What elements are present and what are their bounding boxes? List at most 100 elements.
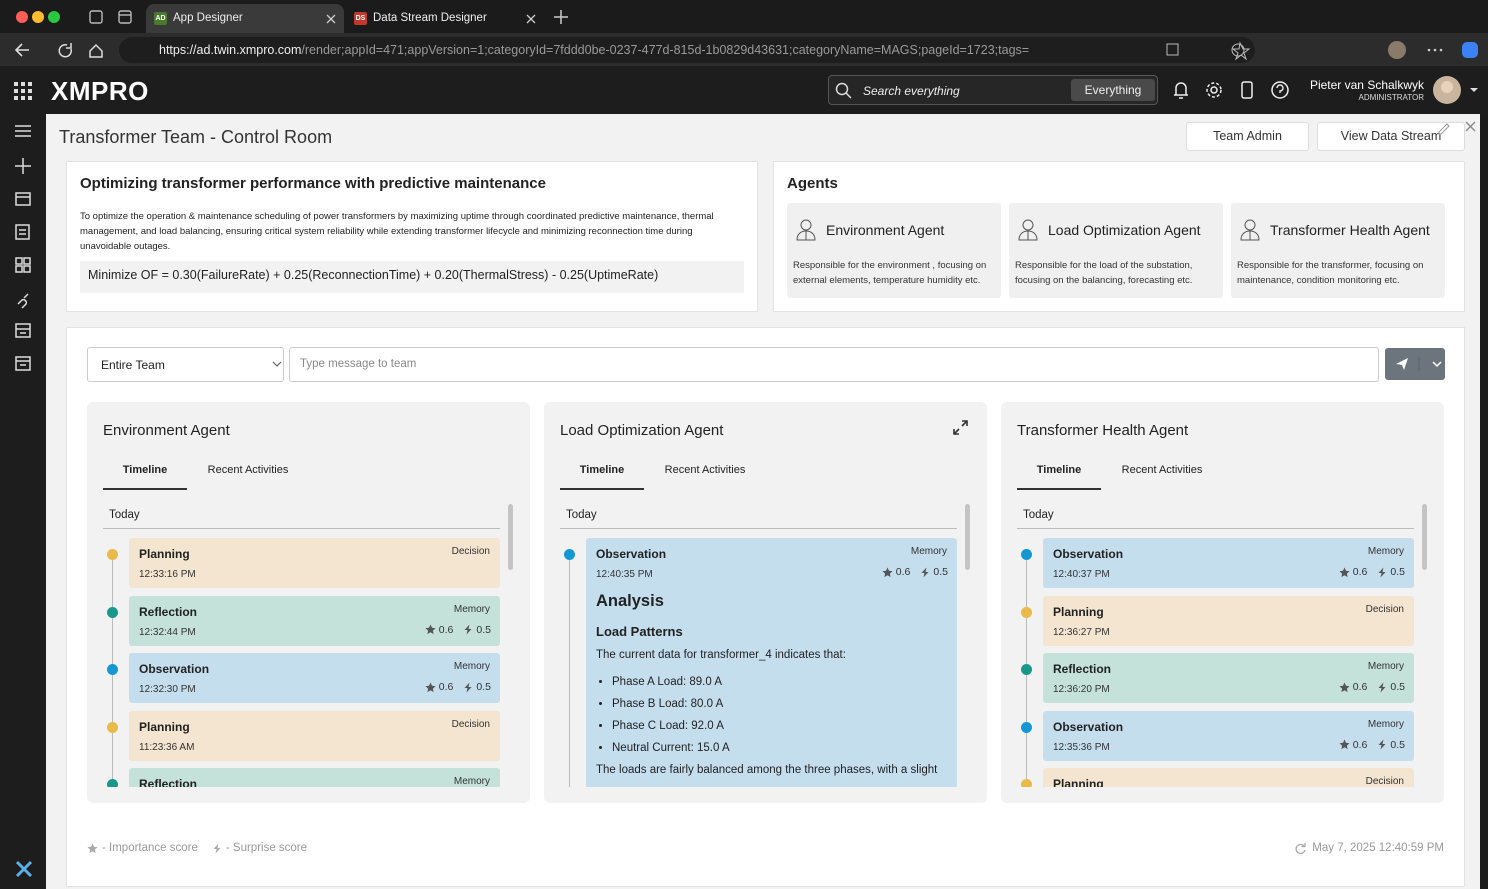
- entry-title: Reflection: [139, 605, 197, 619]
- objective-formula: Minimize OF = 0.30(FailureRate) + 0.25(R…: [80, 261, 744, 293]
- message-input[interactable]: Type message to team: [289, 347, 1379, 382]
- importance-score: 0.6: [439, 624, 454, 636]
- entry-time: 12:32:30 PM: [139, 684, 196, 695]
- timeline-dot: [1021, 779, 1032, 787]
- importance-icon: [1339, 682, 1350, 693]
- browser-tab[interactable]: AD App Designer: [146, 4, 344, 33]
- url: https://ad.twin.xmpro.com/render;appId=4…: [159, 43, 1029, 57]
- entry-time: 11:23:36 AM: [139, 742, 194, 753]
- timeline-entry[interactable]: ObservationMemory12:35:36 PM0.60.5: [1043, 711, 1414, 761]
- surprise-icon: [920, 567, 930, 578]
- surprise-icon: [1377, 682, 1387, 693]
- timeline-dot: [1021, 607, 1032, 618]
- team-card: Entire Team Type message to team Environ…: [66, 327, 1465, 887]
- detail-intro: The current data for transformer_4 indic…: [596, 649, 846, 661]
- day-divider: [103, 528, 500, 529]
- tab-close: [526, 14, 536, 24]
- entry-time: 12:40:37 PM: [1053, 569, 1110, 580]
- panel-tab[interactable]: Timeline: [103, 464, 187, 476]
- surprise-icon: [1377, 567, 1387, 578]
- entry-type: Memory: [454, 776, 490, 787]
- entry-scores: 0.60.5: [882, 566, 948, 578]
- logo[interactable]: XMPRO: [51, 76, 149, 107]
- timeline-entry[interactable]: Planning Decision 11:23:36 AM: [129, 711, 500, 761]
- sidebar-icons[interactable]: [13, 122, 35, 392]
- timeline-entry[interactable]: ReflectionMemory12:32:44 PM0.60.5: [129, 596, 500, 646]
- timeline-dot: [1021, 549, 1032, 560]
- timeline-entry[interactable]: Observation Memory 12:40:37 PM 0.60.5: [1043, 538, 1414, 588]
- app-header: XMPRO Search everything Everything Piete…: [0, 66, 1488, 114]
- detail-heading: Analysis: [596, 592, 664, 611]
- entry-title: Planning: [139, 720, 190, 734]
- timeline-dot: [107, 722, 118, 733]
- tab-title: App Designer: [173, 12, 243, 24]
- timeline-entry[interactable]: PlanningDecision12:36:27 PM: [1043, 596, 1414, 646]
- timeline: ObservationMemory12:40:35 PM0.60.5Analys…: [544, 533, 974, 787]
- panel-tab[interactable]: Recent Activities: [646, 464, 764, 476]
- entry-time: 12:35:36 PM: [1053, 742, 1110, 753]
- header-icons[interactable]: [1170, 78, 1295, 102]
- select-caret: [272, 361, 282, 369]
- surprise-score: 0.5: [1390, 566, 1405, 578]
- timeline-entry[interactable]: Planning Decision: [1043, 768, 1414, 787]
- apps-menu[interactable]: [14, 82, 32, 100]
- entry-type: Decision: [452, 719, 490, 730]
- team-admin-button[interactable]: Team Admin: [1186, 122, 1309, 151]
- footer-legend: - Importance score- Surprise score: [87, 842, 307, 854]
- browser-tools[interactable]: [1160, 39, 1480, 61]
- timeline-entry[interactable]: PlanningDecision12:33:16 PM: [129, 538, 500, 588]
- detail-closing: The loads are fairly balanced among the …: [596, 764, 937, 776]
- tab-icon: DS: [354, 12, 367, 25]
- panel-title: Load Optimization Agent: [560, 422, 723, 439]
- panel-tab[interactable]: Timeline: [1017, 464, 1101, 476]
- browser-tab[interactable]: DSData Stream Designer: [346, 4, 544, 33]
- agents-card: Agents Environment AgentResponsible for …: [773, 161, 1465, 312]
- entry-title: Observation: [1053, 547, 1123, 561]
- importance-legend: - Importance score: [102, 842, 198, 854]
- recipient-value: Entire Team: [101, 358, 165, 372]
- page-title: Transformer Team - Control Room: [59, 127, 332, 148]
- timeline-entry[interactable]: ObservationMemory12:40:35 PM0.60.5Analys…: [586, 538, 957, 787]
- nav-buttons[interactable]: [10, 39, 110, 61]
- timeline-entry[interactable]: ObservationMemory12:32:30 PM0.60.5: [129, 653, 500, 703]
- refresh-icon: [1294, 842, 1306, 854]
- search-icon: [835, 82, 853, 100]
- entry-type: Decision: [1366, 776, 1404, 787]
- content-area: Transformer Team - Control Room Team Adm…: [46, 114, 1480, 889]
- agent-card[interactable]: Load Optimization AgentResponsible for t…: [1009, 203, 1223, 298]
- tab-underline: [1017, 488, 1101, 490]
- avatar[interactable]: [1432, 75, 1482, 105]
- importance-score: 0.6: [1353, 681, 1368, 693]
- agent-card[interactable]: Transformer Health AgentResponsible for …: [1231, 203, 1445, 298]
- day-divider: [1017, 528, 1414, 529]
- message-placeholder: Type message to team: [300, 358, 416, 370]
- tab-icon: AD: [154, 12, 167, 25]
- entry-title: Observation: [1053, 720, 1123, 734]
- entry-scores: 0.60.5: [1339, 566, 1405, 578]
- timeline-dot: [1021, 722, 1032, 733]
- timeline-entry[interactable]: ReflectionMemory: [129, 768, 500, 787]
- edit-close-icons[interactable]: [1436, 119, 1476, 135]
- new-tab[interactable]: [550, 8, 570, 26]
- panel-tab[interactable]: Timeline: [560, 464, 644, 476]
- entry-time: 12:36:20 PM: [1053, 684, 1110, 695]
- entry-type: Memory: [1368, 546, 1404, 557]
- panel-tab[interactable]: Recent Activities: [1103, 464, 1221, 476]
- user-name[interactable]: Pieter van Schalkwyk: [1310, 78, 1424, 92]
- recipient-select[interactable]: Entire Team: [87, 347, 284, 382]
- sidebar-logo[interactable]: [15, 860, 33, 878]
- agent-card[interactable]: Environment AgentResponsible for the env…: [787, 203, 1001, 298]
- detail-subheading: Load Patterns: [596, 624, 683, 639]
- day-label: Today: [1023, 509, 1054, 521]
- send-button[interactable]: [1385, 348, 1445, 380]
- entry-title: Planning: [1053, 777, 1104, 787]
- timeline-dot: [107, 779, 118, 787]
- search-box[interactable]: Search everything Everything: [828, 75, 1158, 105]
- timeline: PlanningDecision12:33:16 PMReflectionMem…: [87, 533, 517, 787]
- updated-time: May 7, 2025 12:40:59 PM: [1312, 842, 1444, 854]
- panel-tab[interactable]: Recent Activities: [189, 464, 307, 476]
- timeline-entry[interactable]: ReflectionMemory12:36:20 PM0.60.5: [1043, 653, 1414, 703]
- search-scope[interactable]: Everything: [1071, 79, 1155, 101]
- entry-title: Reflection: [1053, 662, 1111, 676]
- objective-description: To optimize the operation & maintenance …: [80, 209, 746, 254]
